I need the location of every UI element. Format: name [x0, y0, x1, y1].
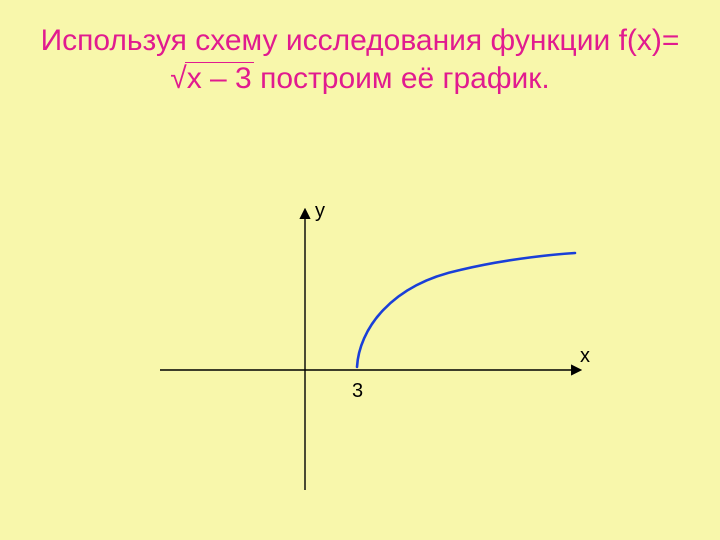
sqrt-radicand: x – 3 [187, 62, 252, 95]
title-text-pre: Используя схему исследования функции f(x… [41, 24, 680, 57]
x-tick-3: 3 [352, 380, 363, 403]
y-axis-label: y [315, 200, 325, 223]
sqrt-overline [185, 62, 254, 63]
slide-background: Используя схему исследования функции f(x… [0, 0, 720, 540]
chart-area: y x 3 [160, 200, 590, 500]
function-graph [160, 200, 590, 500]
slide-title: Используя схему исследования функции f(x… [0, 22, 720, 97]
sqrt-symbol: √ [170, 62, 186, 95]
sqrt-expression: √x – 3 [170, 60, 252, 98]
title-text-post: построим её график. [252, 62, 550, 95]
x-axis-label: x [580, 345, 590, 368]
